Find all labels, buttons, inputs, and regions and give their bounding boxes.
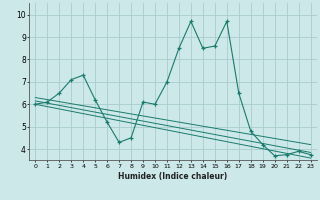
X-axis label: Humidex (Indice chaleur): Humidex (Indice chaleur) (118, 172, 228, 181)
